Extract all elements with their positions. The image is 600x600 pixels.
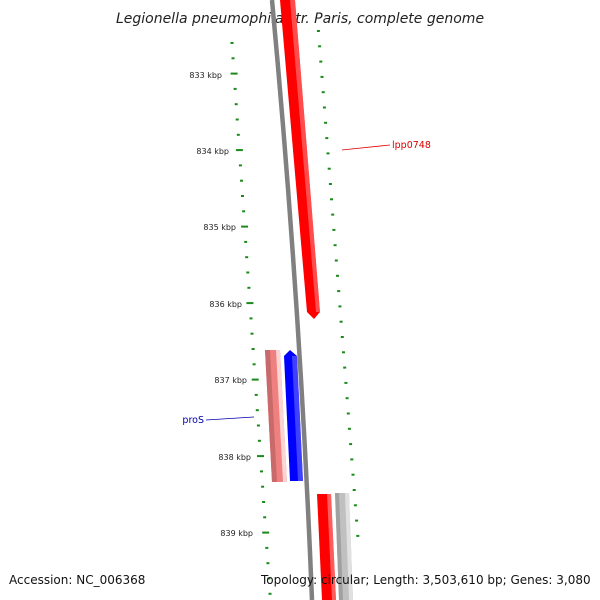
outer-ruler-minor-tick	[350, 458, 354, 461]
outer-ruler-minor-tick	[338, 305, 342, 308]
ruler-minor-tick	[257, 439, 261, 442]
outer-ruler-minor-tick	[353, 504, 357, 507]
ruler-major-tick	[246, 302, 254, 305]
cds-feature-pink-highlight	[276, 350, 287, 482]
ruler-minor-tick	[246, 271, 250, 274]
outer-ruler-minor-tick	[343, 366, 347, 369]
gene-lpp0748-highlight	[290, 0, 320, 312]
outer-ruler-minor-tick	[351, 473, 355, 476]
ruler-minor-tick	[247, 286, 251, 289]
ruler-minor-tick	[255, 409, 259, 412]
ruler-minor-tick	[233, 87, 237, 90]
ruler-minor-tick	[235, 118, 239, 121]
outer-ruler-minor-tick	[324, 121, 328, 124]
accession-text: Accession: NC_006368	[9, 573, 146, 587]
ruler-minor-tick	[263, 516, 267, 519]
outer-ruler-minor-tick	[356, 534, 360, 537]
outer-ruler-minor-tick	[318, 45, 322, 48]
outer-ruler-minor-tick	[332, 228, 336, 231]
outer-ruler-minor-tick	[319, 60, 323, 63]
outer-ruler-minor-tick	[342, 351, 345, 354]
ruler-major-tick	[230, 72, 238, 75]
outer-ruler-minor-tick	[344, 381, 348, 384]
gene-proS-highlight	[292, 356, 303, 481]
ruler-major-tick	[241, 225, 249, 228]
outer-ruler-minor-tick	[328, 183, 332, 185]
outer-ruler-minor-tick	[355, 519, 359, 522]
ruler-minor-tick	[260, 470, 263, 473]
outer-ruler-minor-tick	[316, 30, 320, 32]
gray-feature-shade	[335, 493, 343, 600]
tick-label-833: 833 kbp	[189, 71, 222, 80]
ruler-ticks	[230, 30, 360, 595]
ruler-minor-tick	[241, 195, 244, 197]
ruler-minor-tick	[262, 501, 266, 503]
map-title: Legionella pneumophila str. Paris, compl…	[116, 11, 484, 27]
outer-ruler-minor-tick	[320, 75, 324, 78]
ruler-minor-tick	[231, 57, 235, 60]
outer-ruler-minor-tick	[339, 320, 343, 323]
ruler-minor-tick	[268, 592, 272, 595]
genome-summary: Topology: circular; Length: 3,503,610 bp…	[261, 573, 591, 587]
outer-ruler-minor-tick	[322, 106, 326, 109]
ruler-minor-tick	[266, 562, 270, 565]
outer-ruler-minor-tick	[346, 412, 350, 415]
outer-ruler-minor-tick	[327, 167, 331, 170]
outer-ruler-minor-tick	[352, 489, 356, 491]
outer-ruler-minor-tick	[321, 91, 325, 94]
outer-ruler-minor-tick	[345, 397, 349, 400]
ruler-minor-tick	[254, 393, 258, 396]
ruler-minor-tick	[265, 546, 269, 549]
tick-label-837: 837 kbp	[214, 376, 247, 385]
ruler-major-tick	[257, 455, 264, 458]
ruler-minor-tick	[236, 133, 240, 136]
ruler-minor-tick	[242, 210, 246, 213]
leader-line-proS	[205, 416, 255, 421]
outer-ruler-minor-tick	[334, 259, 338, 262]
gene-feature-lower-red-highlight	[327, 494, 336, 600]
gene-label-lpp0748[interactable]: lpp0748	[392, 140, 431, 151]
genome-backbone	[269, 0, 315, 600]
ruler-major-tick	[235, 149, 243, 152]
ruler-minor-tick	[249, 317, 253, 320]
ruler-major-tick	[262, 531, 270, 534]
ruler-minor-tick	[245, 256, 249, 259]
cds-feature-pink-shade	[265, 350, 277, 482]
ruler-minor-tick	[240, 179, 243, 182]
outer-ruler-minor-tick	[331, 213, 335, 216]
outer-ruler-minor-tick	[325, 137, 329, 140]
ruler-minor-tick	[261, 485, 265, 488]
tick-label-836: 836 kbp	[209, 300, 242, 309]
tick-label-839: 839 kbp	[220, 529, 253, 538]
ruler-minor-tick	[250, 332, 254, 335]
ruler-minor-tick	[244, 240, 248, 243]
leader-line-lpp0748	[341, 144, 391, 151]
outer-ruler-minor-tick	[326, 152, 330, 155]
ruler-minor-tick	[251, 348, 255, 350]
outer-ruler-minor-tick	[349, 443, 353, 446]
ruler-minor-tick	[230, 42, 234, 44]
tick-label-834: 834 kbp	[196, 147, 229, 156]
ruler-minor-tick	[252, 363, 256, 366]
ruler-major-tick	[251, 378, 259, 381]
outer-ruler-minor-tick	[330, 198, 333, 201]
tick-label-838: 838 kbp	[218, 453, 251, 462]
outer-ruler-minor-tick	[336, 274, 339, 277]
gene-label-proS[interactable]: proS	[182, 415, 204, 426]
outer-ruler-minor-tick	[337, 290, 341, 293]
tick-label-835: 835 kbp	[203, 223, 236, 232]
outer-ruler-minor-tick	[340, 336, 344, 338]
ruler-minor-tick	[238, 164, 242, 167]
ruler-minor-tick	[234, 103, 238, 106]
outer-ruler-minor-tick	[333, 244, 337, 247]
outer-ruler-minor-tick	[347, 427, 351, 430]
gray-feature-highlight	[345, 493, 353, 600]
ruler-minor-tick	[256, 424, 260, 427]
ruler-minor-tick	[267, 577, 271, 580]
